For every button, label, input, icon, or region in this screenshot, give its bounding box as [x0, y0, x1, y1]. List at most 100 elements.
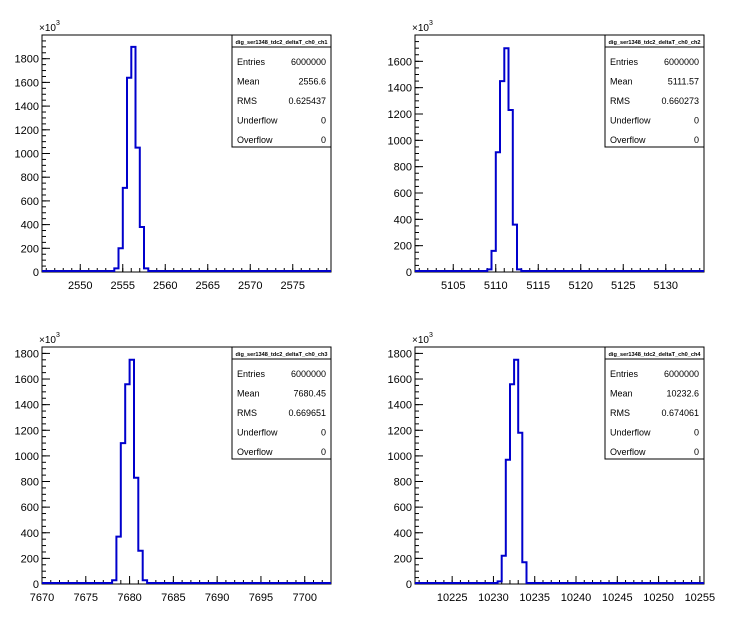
- y-exponent-label: ×10: [412, 335, 429, 346]
- stats-value: 0: [694, 428, 699, 438]
- stats-box: [231, 34, 332, 148]
- y-tick-label: 1200: [15, 425, 39, 437]
- stats-label: RMS: [237, 96, 257, 106]
- x-tick-label: 10250: [643, 592, 674, 604]
- y-tick-label: 200: [394, 553, 412, 565]
- y-tick-label: 0: [406, 267, 412, 279]
- histogram-pad-2: 5105 5110 5115 5120 5125 5130 0 200 400 600 800 100…: [388, 20, 705, 292]
- stats-value: 7680.45: [293, 389, 326, 399]
- x-tick-label: 2570: [238, 280, 262, 292]
- stats-label: Overflow: [610, 447, 646, 457]
- stats-label: Underflow: [237, 428, 278, 438]
- y-tick-label: 1800: [388, 348, 412, 360]
- stats-title: dig_ser1348_tdc2_deltaT_ch0_ch2: [608, 40, 700, 46]
- x-tick-label: 2565: [196, 280, 220, 292]
- stats-title: dig_ser1348_tdc2_deltaT_ch0_ch4: [608, 352, 701, 358]
- y-tick-label: 0: [33, 579, 39, 591]
- histogram-line: [42, 45, 331, 272]
- y-exponent-superscript: 3: [429, 20, 433, 27]
- stats-value: 5111.57: [668, 77, 699, 87]
- y-tick-label: 0: [406, 579, 412, 591]
- stats-label: Mean: [237, 77, 260, 87]
- stats-value: 0: [694, 116, 699, 126]
- y-tick-label: 1400: [388, 83, 412, 95]
- x-tick-label: 2550: [68, 280, 92, 292]
- x-tick-label: 7680: [117, 592, 141, 604]
- stats-label: Overflow: [237, 135, 273, 145]
- x-tick-label: 5115: [526, 280, 550, 292]
- y-tick-label: 200: [21, 243, 39, 255]
- x-tick-label: 7670: [30, 592, 54, 604]
- y-exponent-superscript: 3: [429, 332, 433, 339]
- y-tick-label: 1400: [15, 400, 39, 412]
- y-tick-label: 1600: [388, 56, 412, 68]
- y-exponent-superscript: 3: [56, 20, 60, 27]
- y-tick-label: 400: [394, 214, 412, 226]
- x-tick-label: 2555: [111, 280, 135, 292]
- y-tick-label: 400: [394, 528, 412, 540]
- x-tick-label: 7675: [74, 592, 98, 604]
- stats-label: Entries: [610, 57, 639, 67]
- stats-label: Mean: [610, 77, 633, 87]
- y-tick-label: 1800: [15, 54, 39, 66]
- y-tick-label: 1000: [388, 451, 412, 463]
- stats-value: 0: [321, 428, 326, 438]
- stats-value: 10232.6: [666, 389, 699, 399]
- x-tick-label: 2560: [153, 280, 177, 292]
- x-tick-label: 10230: [478, 592, 509, 604]
- stats-label: Underflow: [610, 428, 651, 438]
- y-tick-label: 1000: [15, 149, 39, 161]
- y-tick-label: 200: [21, 553, 39, 565]
- y-tick-label: 600: [394, 188, 412, 200]
- stats-value: 6000000: [664, 369, 699, 379]
- stats-label: Entries: [237, 57, 266, 67]
- x-tick-label: 7700: [292, 592, 316, 604]
- stats-label: RMS: [610, 96, 630, 106]
- stats-value: 0: [321, 447, 326, 457]
- stats-value: 6000000: [664, 57, 699, 67]
- x-tick-label: 10240: [561, 592, 592, 604]
- stats-box: [231, 346, 332, 460]
- stats-value: 6000000: [291, 369, 326, 379]
- stats-title: dig_ser1348_tdc2_deltaT_ch0_ch3: [235, 352, 327, 358]
- y-tick-label: 600: [21, 196, 39, 208]
- x-tick-label: 5105: [441, 280, 465, 292]
- y-tick-label: 600: [21, 502, 39, 514]
- stats-value: 0: [694, 135, 699, 145]
- y-tick-label: 1800: [15, 348, 39, 360]
- stats-label: Overflow: [237, 447, 273, 457]
- stats-label: RMS: [610, 408, 630, 418]
- stats-box: [604, 34, 705, 148]
- y-tick-label: 1600: [15, 77, 39, 89]
- histogram-pad-1: 2550 2555 2560 2565 2570 2575 0 200 400 600 800 100…: [15, 20, 332, 292]
- y-exponent-superscript: 3: [56, 332, 60, 339]
- x-tick-label: 7695: [249, 592, 273, 604]
- stats-label: Overflow: [610, 135, 646, 145]
- y-tick-label: 1400: [15, 101, 39, 113]
- y-tick-label: 800: [21, 172, 39, 184]
- y-exponent-label: ×10: [39, 335, 56, 346]
- stats-value: 0: [694, 447, 699, 457]
- histogram-pad-4: 10225 10230 10235 10240 10245 10250 10255 0 200 4…: [388, 332, 716, 604]
- y-tick-label: 1600: [388, 374, 412, 386]
- x-tick-label: 10255: [685, 592, 716, 604]
- stats-value: 0.625437: [288, 96, 326, 106]
- y-tick-label: 1200: [388, 425, 412, 437]
- histogram-line: [42, 358, 331, 584]
- y-tick-label: 1400: [388, 400, 412, 412]
- stats-label: Entries: [237, 369, 266, 379]
- y-tick-label: 600: [394, 502, 412, 514]
- stats-value: 6000000: [291, 57, 326, 67]
- x-tick-label: 5110: [484, 280, 508, 292]
- stats-title: dig_ser1348_tdc2_deltaT_ch0_ch1: [235, 40, 327, 46]
- stats-label: RMS: [237, 408, 257, 418]
- y-tick-label: 1000: [388, 135, 412, 147]
- y-tick-label: 0: [33, 267, 39, 279]
- x-tick-label: 5130: [654, 280, 678, 292]
- stats-label: Mean: [610, 389, 633, 399]
- histogram-line: [415, 358, 704, 584]
- y-tick-label: 1200: [388, 109, 412, 121]
- histogram-pad-3: 7670 7675 7680 7685 7690 7695 7700 0 200 400 600 80…: [15, 332, 332, 604]
- y-tick-label: 200: [394, 241, 412, 253]
